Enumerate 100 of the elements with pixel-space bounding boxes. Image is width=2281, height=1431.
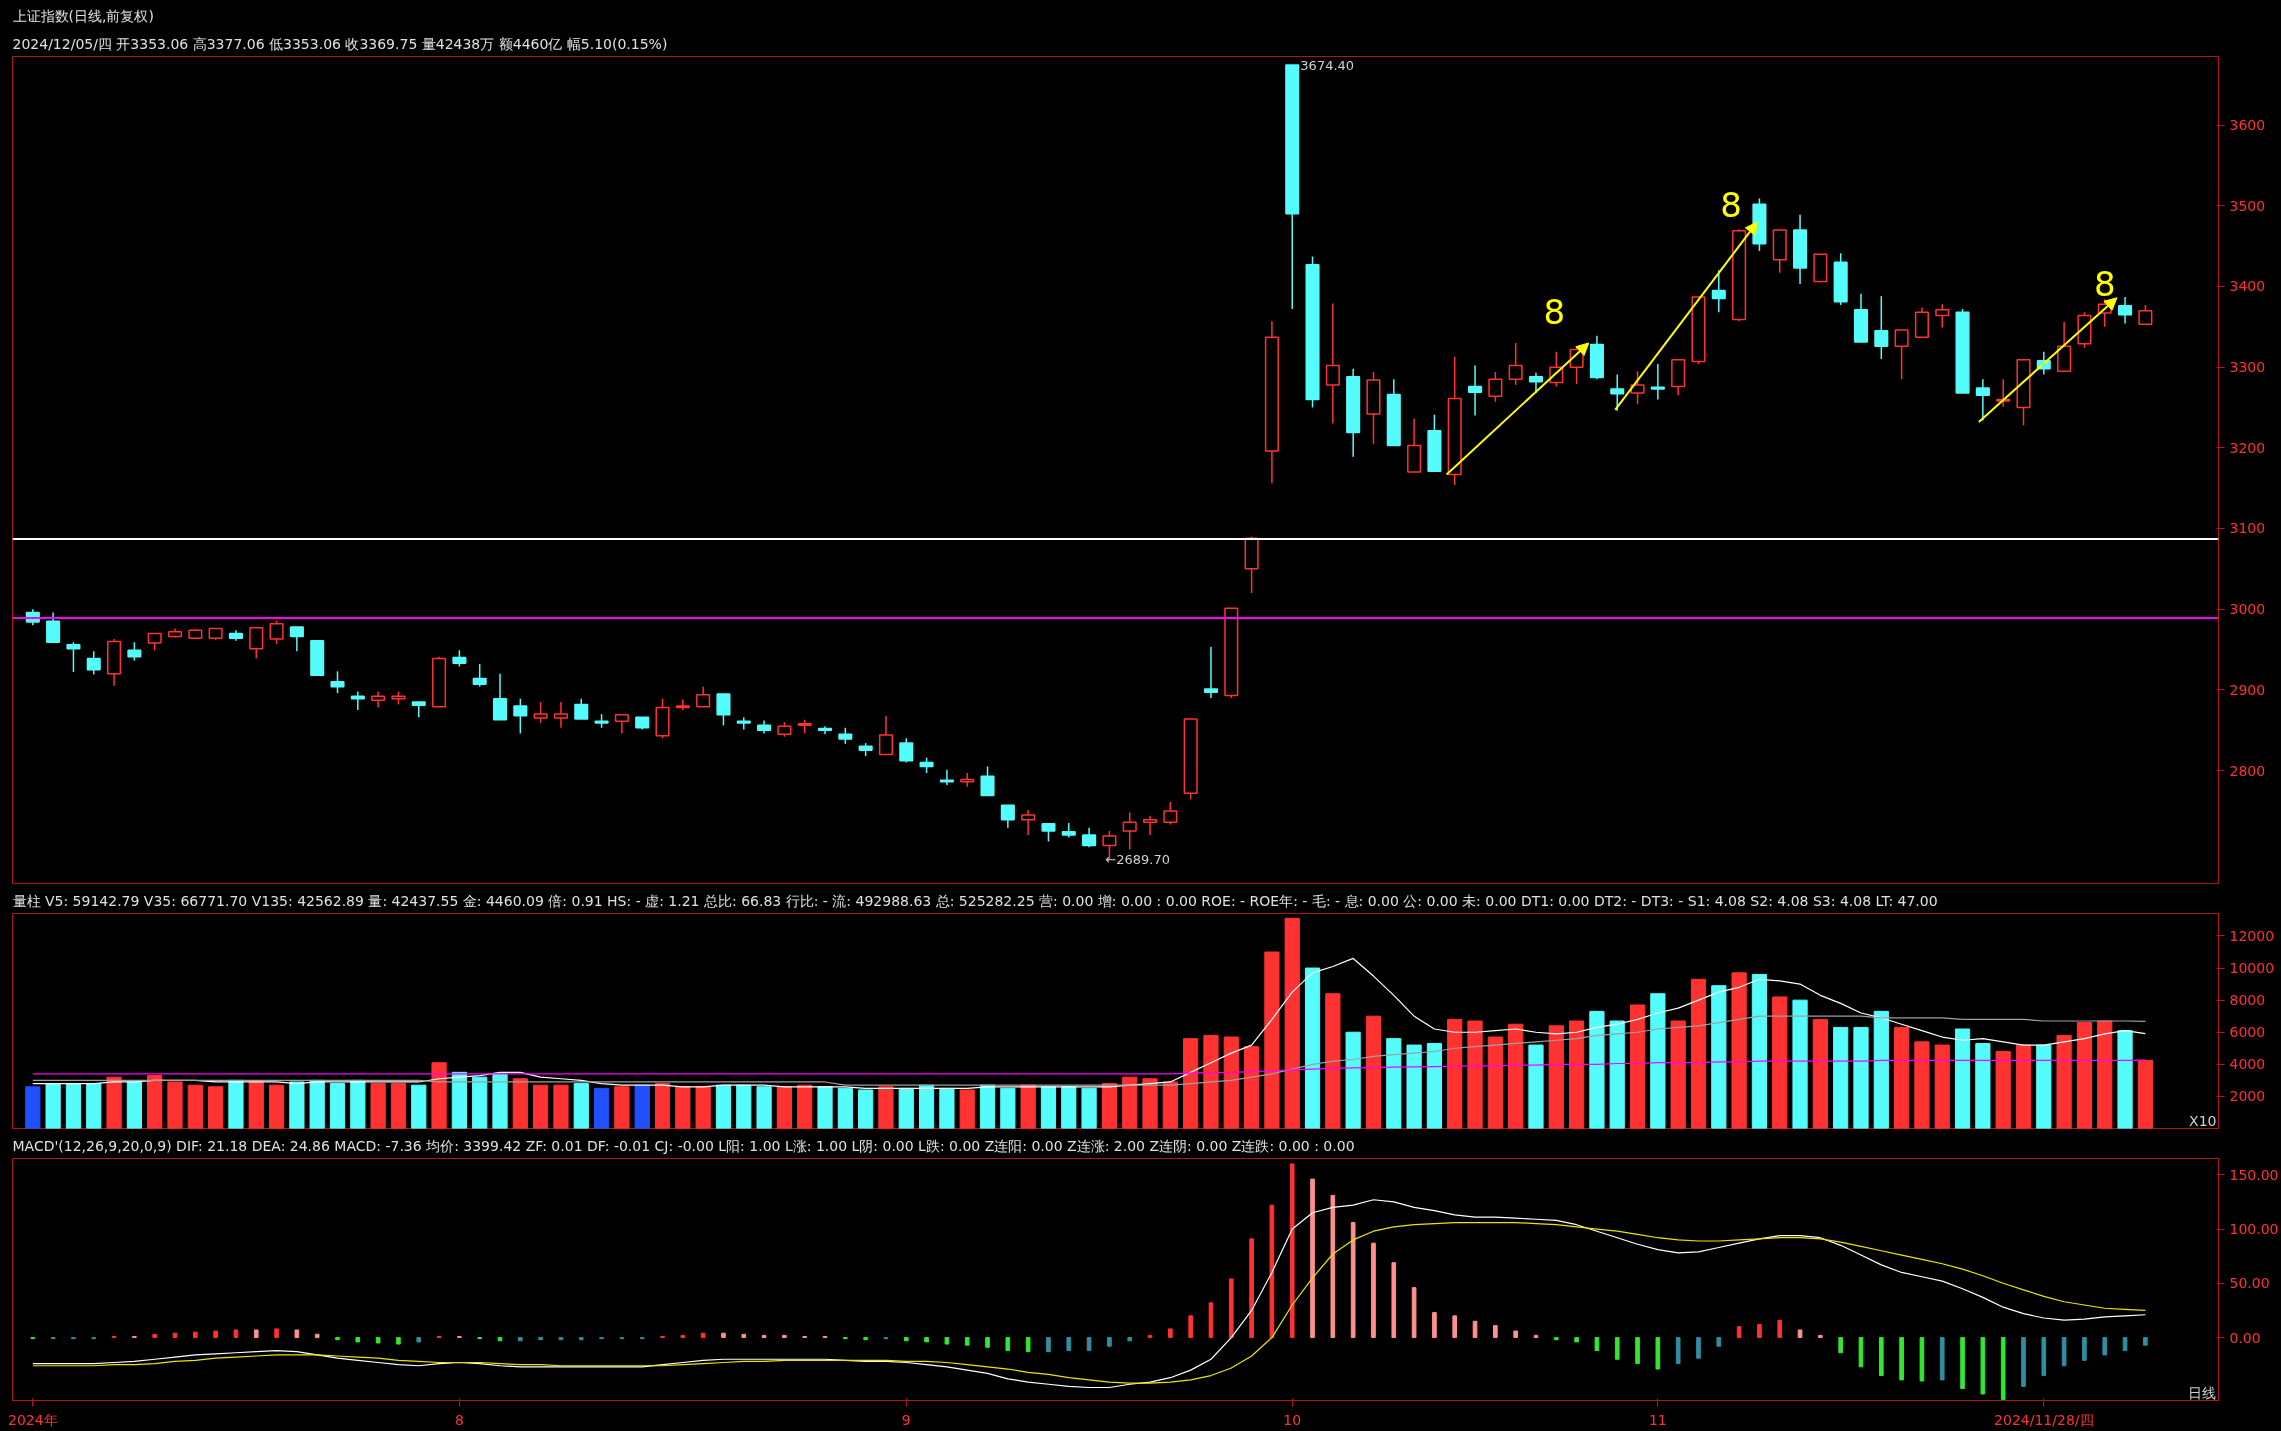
bar: [573, 1083, 589, 1129]
candlestick: [371, 690, 386, 709]
bar: [1838, 1337, 1843, 1354]
bar: [863, 1337, 868, 1341]
bar: [2061, 1337, 2067, 1367]
bar: [1939, 1337, 1945, 1381]
bar: [1899, 1337, 1904, 1381]
annotation: ←2689.70: [1105, 852, 1170, 868]
candlestick: [1874, 295, 1889, 360]
candlestick: [939, 768, 954, 786]
bar: [192, 1331, 198, 1339]
bar: [721, 1332, 726, 1339]
bar: [741, 1333, 747, 1339]
candlestick: [1711, 269, 1726, 314]
bar: [924, 1337, 929, 1343]
bar: [1731, 972, 1747, 1129]
bar: [756, 1086, 772, 1129]
bar: [1391, 1262, 1397, 1339]
candlestick: [696, 685, 711, 708]
bar: [1635, 1337, 1640, 1365]
bar: [1101, 1083, 1118, 1129]
bar: [1751, 973, 1768, 1129]
bar: [1289, 1163, 1295, 1339]
bar: [294, 1329, 300, 1339]
bar: [1432, 1312, 1437, 1339]
bar: [1310, 1178, 1315, 1339]
bar: [370, 1083, 386, 1129]
bar: [964, 1337, 970, 1346]
candlestick: [513, 697, 528, 735]
bar: [1426, 1042, 1443, 1129]
bar: [152, 1333, 158, 1339]
y-tick-label: 2800: [2229, 762, 2266, 779]
bar: [1614, 1337, 1620, 1360]
bar: [985, 1337, 990, 1348]
bar: [654, 1083, 671, 1129]
bar: [1711, 985, 1727, 1129]
bar: [1325, 993, 1341, 1129]
bar: [1975, 1042, 1991, 1129]
bar: [431, 1062, 447, 1129]
bar: [715, 1084, 732, 1129]
bar: [1203, 1034, 1219, 1129]
bar: [1371, 1242, 1376, 1339]
bar: [2021, 1337, 2026, 1387]
candlestick: [472, 663, 487, 688]
bar: [213, 1330, 218, 1339]
candlestick: [411, 701, 426, 719]
text: 日线: [2188, 1384, 2217, 1401]
bar: [2097, 1020, 2113, 1129]
bar: [1792, 999, 1808, 1129]
bar: [1147, 1334, 1153, 1339]
y-tick-label: 100.00: [2229, 1221, 2279, 1238]
candlestick: [86, 650, 101, 676]
bar: [959, 1089, 975, 1129]
line-series: [32, 1059, 2146, 1075]
bar: [1086, 1337, 1092, 1352]
candlestick: [960, 772, 975, 788]
bar: [2076, 1022, 2093, 1129]
bar: [1772, 996, 1788, 1129]
line-series: [32, 957, 2146, 1089]
y-tick-label: 8000: [2229, 992, 2266, 1009]
candlestick: [1610, 373, 1625, 412]
x-tick-label: 8: [454, 1411, 464, 1428]
bar: [248, 1081, 264, 1129]
bar: [1650, 993, 1666, 1129]
bar: [1690, 978, 1707, 1129]
bar: [396, 1337, 401, 1345]
bar: [1675, 1337, 1681, 1365]
y-tick-label: 6000: [2229, 1024, 2266, 1041]
bar: [45, 1083, 61, 1129]
bar: [578, 1337, 584, 1341]
bar: [126, 1081, 142, 1129]
bar: [1553, 1337, 1559, 1341]
x-tick-label: 11: [1648, 1411, 1667, 1428]
bar: [898, 1087, 914, 1129]
bar: [1127, 1337, 1133, 1342]
bar: [1757, 1324, 1762, 1339]
bar: [1853, 1026, 1869, 1129]
candlestick: [1894, 329, 1909, 380]
bar: [782, 1334, 787, 1339]
y-tick-label: 3400: [2229, 278, 2266, 295]
bar: [1873, 1010, 1889, 1129]
bar: [939, 1087, 955, 1129]
bar: [1142, 1078, 1158, 1129]
bar: [1797, 1329, 1803, 1339]
bar: [1228, 1278, 1234, 1339]
y-tick-label: 3300: [2229, 359, 2266, 376]
bar: [1168, 1328, 1173, 1339]
bar: [1243, 1046, 1260, 1129]
y-tick-label: 0.00: [2229, 1329, 2261, 1346]
bar: [1269, 1204, 1275, 1339]
bar: [614, 1086, 630, 1129]
bar: [903, 1337, 909, 1342]
bar: [390, 1083, 407, 1129]
bar: [878, 1086, 894, 1129]
bar: [776, 1086, 793, 1129]
bar: [208, 1086, 224, 1129]
candlestick: [127, 641, 142, 662]
bar: [1350, 1222, 1356, 1339]
y-tick-label: 12000: [2229, 927, 2275, 944]
bar: [2082, 1337, 2087, 1361]
